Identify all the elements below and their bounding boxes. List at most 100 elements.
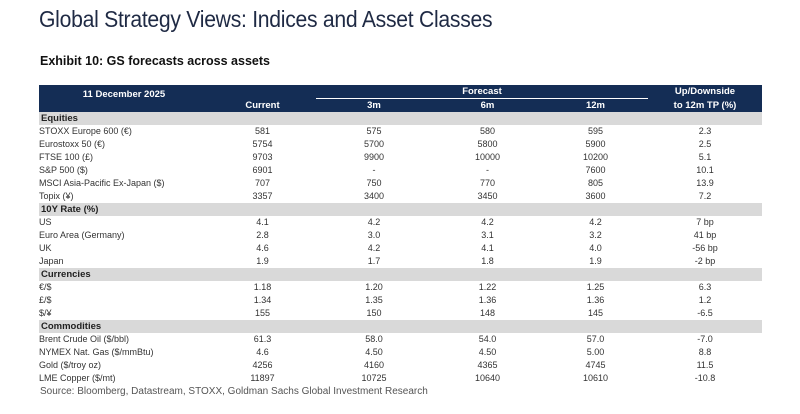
forecast-12m: 3.2 [589, 230, 602, 240]
asset-label: Topix (¥) [39, 191, 74, 201]
updown-value: 11.5 [696, 360, 714, 370]
table-row: $/¥ 155 150 148 145 -6.5 [39, 307, 762, 320]
current-value: 2.8 [256, 230, 269, 240]
forecast-3m: 9900 [363, 152, 385, 162]
forecast-3m: 58.0 [365, 334, 383, 344]
forecast-12m: 4.2 [589, 217, 602, 227]
asset-label: Brent Crude Oil ($/bbl) [39, 334, 130, 344]
forecast-6m: 10000 [474, 152, 501, 162]
forecast-6m: 4.50 [478, 347, 497, 357]
current-value: 581 [254, 126, 271, 136]
asset-label: Euro Area (Germany) [39, 230, 125, 240]
current-value: 155 [254, 308, 271, 318]
asset-label: MSCI Asia-Pacific Ex-Japan ($) [39, 178, 165, 188]
forecast-6m: 770 [479, 178, 496, 188]
source-note: Source: Bloomberg, Datastream, STOXX, Go… [40, 386, 428, 397]
forecast-12m: 10610 [582, 373, 609, 383]
forecast-12m: 805 [587, 178, 604, 188]
asset-label: Eurostoxx 50 (€) [39, 139, 106, 149]
asset-label: Japan [39, 256, 64, 266]
forecast-6m: 4.2 [481, 217, 494, 227]
forecast-3m: 4.50 [365, 347, 383, 357]
forecast-3m: 750 [366, 178, 382, 188]
forecast-3m: 5700 [363, 139, 385, 149]
forecast-3m: 4.2 [367, 217, 381, 227]
forecast-6m: 4.1 [481, 243, 494, 253]
forecast-6m: 3.1 [481, 230, 494, 240]
forecast-12m: 5.00 [586, 347, 605, 357]
table-row: US 4.1 4.2 4.2 4.2 7 bp [39, 216, 762, 229]
updown-value: 7 bp [696, 217, 714, 227]
table-row: €/$ 1.18 1.20 1.22 1.25 6.3 [39, 281, 762, 294]
table-row: Brent Crude Oil ($/bbl) 61.3 58.0 54.0 57.0 -… [39, 333, 762, 346]
header-updown-2: to 12m TP (%) [648, 98, 762, 112]
forecast-6m: - [486, 165, 489, 175]
current-value: 4.1 [256, 217, 269, 227]
table-row: Japan 1.9 1.7 1.8 1.9 -2 bp [39, 255, 762, 268]
asset-label: LME Copper ($/mt) [39, 373, 116, 383]
current-value: 11897 [250, 373, 275, 383]
forecast-3m: 150 [366, 308, 382, 318]
forecast-3m: 575 [366, 126, 382, 136]
table-row: FTSE 100 (£) 9703 9900 10000 10200 5.1 [39, 151, 762, 164]
section-header: 10Y Rate (%) [39, 203, 762, 216]
exhibit-title: Exhibit 10: GS forecasts across assets [40, 54, 270, 68]
forecast-12m: 3600 [585, 191, 606, 201]
forecast-12m: 1.25 [586, 282, 605, 292]
forecast-3m: 4160 [363, 360, 385, 370]
forecast-12m: 10200 [582, 152, 609, 162]
updown-value: -7.0 [697, 334, 713, 344]
table-row: Topix (¥) 3357 3400 3450 3600 7.2 [39, 190, 762, 203]
current-value: 3357 [252, 191, 273, 201]
table-row: STOXX Europe 600 (€) 581 575 580 595 2.3 [39, 125, 762, 138]
forecast-3m: 4.2 [367, 243, 381, 253]
updown-value: -10.8 [694, 373, 716, 383]
asset-label: Gold ($/troy oz) [39, 360, 102, 370]
forecast-3m: 3.0 [367, 230, 381, 240]
updown-value: 6.3 [698, 282, 712, 292]
current-value: 61.3 [253, 334, 272, 344]
current-value: 1.9 [256, 256, 269, 266]
forecast-6m: 1.36 [478, 295, 497, 305]
forecast-3m: 3400 [363, 191, 385, 201]
forecast-6m: 1.8 [481, 256, 494, 266]
forecast-6m: 148 [479, 308, 496, 318]
forecast-12m: 1.36 [586, 295, 605, 305]
forecast-3m: 1.35 [365, 295, 383, 305]
section-label: Equities [39, 112, 762, 125]
current-value: 9703 [252, 152, 273, 162]
section-header: Currencies [39, 268, 762, 281]
header-forecast: Forecast [316, 85, 648, 99]
asset-label: UK [39, 243, 52, 253]
forecast-6m: 4365 [477, 360, 498, 370]
forecast-12m: 145 [587, 308, 604, 318]
forecast-3m: 1.7 [367, 256, 381, 266]
updown-value: 5.1 [698, 152, 712, 162]
asset-label: NYMEX Nat. Gas ($/mmBtu) [39, 347, 154, 357]
updown-value: 7.2 [698, 191, 712, 201]
header-3m: 3m [316, 98, 432, 112]
asset-label: STOXX Europe 600 (€) [39, 126, 132, 136]
asset-label: FTSE 100 (£) [39, 152, 94, 162]
forecast-3m: 1.20 [365, 282, 383, 292]
forecast-6m: 54.0 [478, 334, 497, 344]
section-label: Currencies [39, 268, 762, 281]
current-value: 707 [254, 178, 271, 188]
table-row: NYMEX Nat. Gas ($/mmBtu) 4.6 4.50 4.50 5.00 8… [39, 346, 762, 359]
asset-label: $/¥ [39, 308, 52, 318]
forecast-12m: 595 [587, 126, 604, 136]
asset-label: £/$ [39, 295, 52, 305]
current-value: 4.6 [256, 347, 269, 357]
updown-value: 41 bp [693, 230, 717, 240]
current-value: 1.18 [253, 282, 272, 292]
updown-value: -56 bp [692, 243, 718, 253]
updown-value: -2 bp [694, 256, 716, 266]
forecast-12m: 4.0 [589, 243, 602, 253]
page-title: Global Strategy Views: Indices and Asset… [39, 6, 493, 32]
forecast-6m: 5800 [477, 139, 498, 149]
table-row: LME Copper ($/mt) 11897 10725 10640 10610 -10… [39, 372, 762, 385]
updown-value: 2.5 [698, 139, 712, 149]
current-value: 6901 [252, 165, 273, 175]
forecast-12m: 7600 [585, 165, 606, 175]
updown-value: 8.8 [698, 347, 712, 357]
